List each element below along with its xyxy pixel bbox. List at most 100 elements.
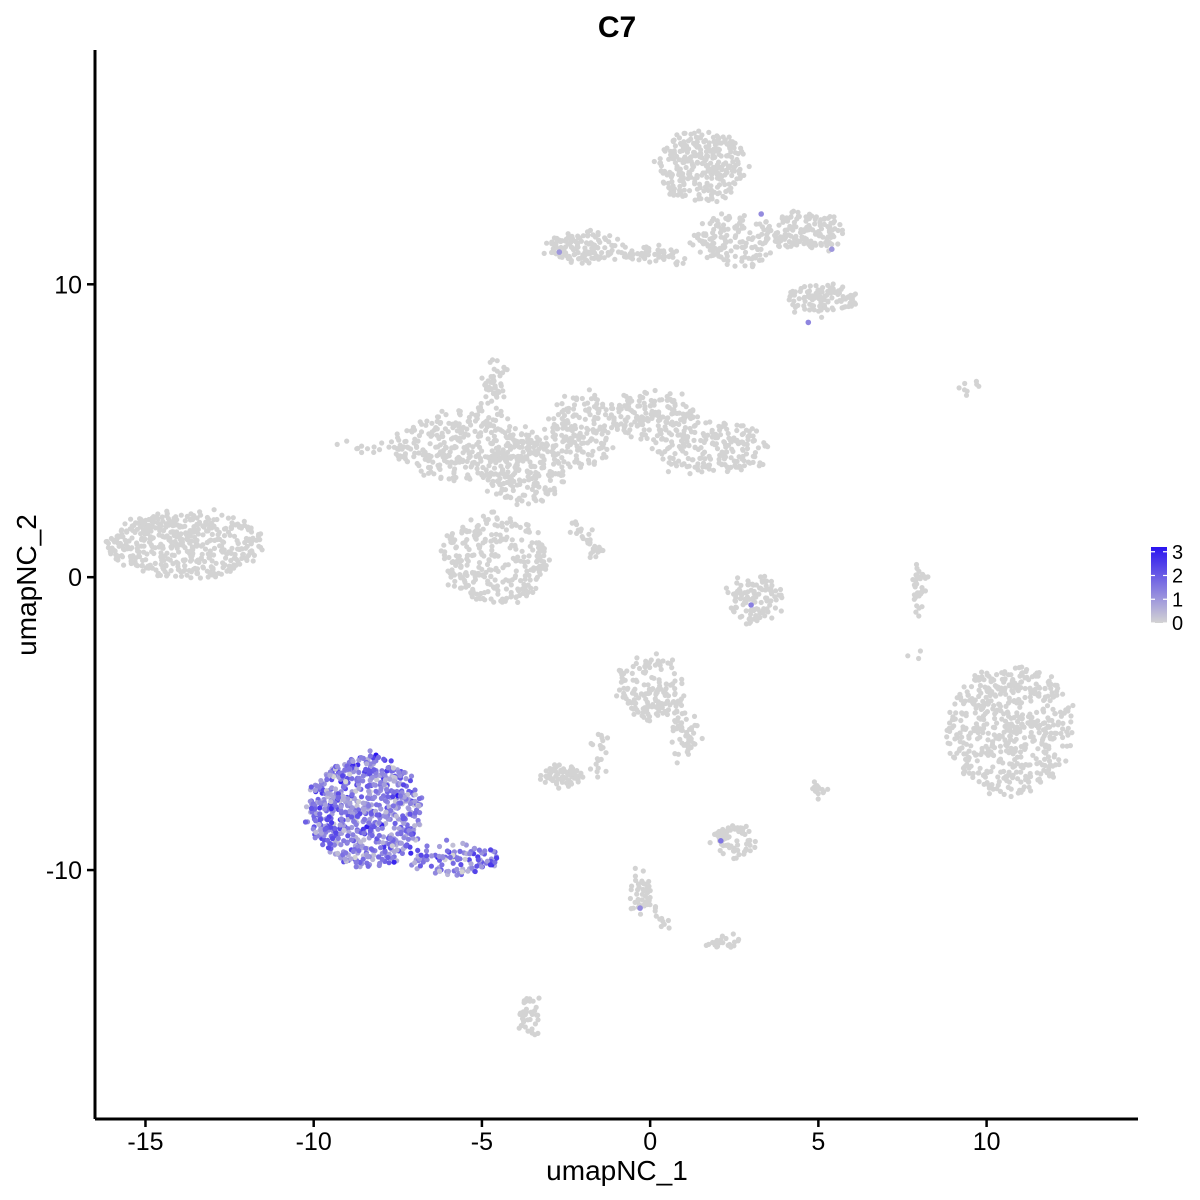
data-point [535,1012,541,1018]
data-point [194,537,200,543]
data-point [672,751,678,757]
data-point [429,420,435,426]
data-point [944,734,950,740]
data-point [983,743,989,749]
data-point [627,895,634,902]
data-point [446,453,452,459]
data-point [512,426,518,432]
data-point [551,456,558,462]
data-point-expressed [366,803,372,809]
data-point [195,522,201,528]
data-point [674,760,680,766]
data-point [710,240,716,246]
data-point [753,582,760,588]
data-point [259,547,265,553]
data-point [540,545,546,552]
data-point [632,865,638,872]
data-point [200,532,206,538]
data-point [559,401,565,407]
data-point [592,543,598,550]
data-point [733,604,739,610]
data-point-expressed [356,775,362,781]
data-point [1017,729,1023,735]
data-point [692,445,698,451]
data-point [529,486,535,492]
data-point [173,573,179,579]
data-point [735,938,741,944]
data-point [723,239,729,245]
data-point [488,374,494,380]
data-point [564,426,570,432]
data-point [603,750,609,756]
data-point-expressed [340,796,346,803]
data-point [657,429,663,435]
data-point [752,450,759,456]
data-point-expressed [371,767,377,773]
data-point [734,422,740,428]
data-point-expressed [342,809,348,815]
data-point [371,444,377,450]
data-point [819,289,825,295]
data-point-expressed [378,806,384,812]
data-point [746,828,752,835]
data-point [543,768,549,774]
data-point [140,557,146,564]
data-point [668,432,675,438]
data-point-expressed [353,864,359,870]
data-point [596,544,602,550]
data-point [979,669,985,675]
x-tick-label: 5 [811,1128,825,1156]
data-point [130,527,136,534]
data-point [813,214,820,220]
data-point [731,609,737,615]
data-point [827,224,833,230]
data-point [414,460,420,467]
data-point [984,768,990,774]
data-point [628,422,634,428]
data-point [737,614,743,620]
data-point [546,473,553,479]
data-point [472,428,478,434]
data-point [635,887,641,893]
data-point [598,440,605,446]
data-point-expressed [397,793,403,799]
data-point-expressed [358,755,364,761]
data-point [416,450,422,456]
data-point-expressed [472,868,478,875]
data-point [721,257,727,263]
data-point [388,439,395,445]
data-point [500,565,506,571]
data-point [587,227,594,233]
data-point [521,1000,527,1006]
data-point [616,402,623,408]
data-point [523,521,530,528]
data-point [1042,756,1048,762]
data-point [567,767,574,773]
data-point-expressed [484,858,490,864]
data-point [510,453,516,459]
data-point [464,426,470,432]
data-point [682,154,688,160]
data-point [703,420,709,426]
data-point [525,559,531,565]
data-point [712,154,718,160]
data-point [963,725,969,731]
data-point-expressed [327,841,334,847]
data-point-expressed [328,824,334,830]
data-point [533,442,539,448]
data-point [764,578,770,584]
data-point [677,190,683,196]
data-point [182,557,188,563]
data-point [1034,723,1040,729]
data-point [681,187,687,193]
data-point [647,664,653,671]
data-point [532,448,538,455]
data-point [593,554,599,560]
data-point [741,463,748,469]
data-point [727,238,734,244]
x-tick-label: -10 [296,1128,332,1156]
data-point [716,182,723,188]
data-point [582,416,588,422]
data-point [464,562,470,568]
data-point-expressed [356,785,362,792]
